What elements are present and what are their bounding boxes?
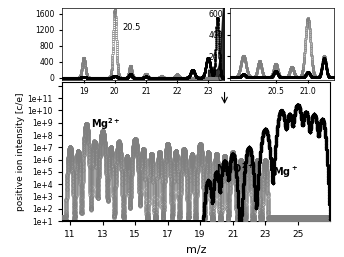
X-axis label: m/z: m/z — [186, 245, 206, 255]
Text: $\mathbf{Mg^{2+}}$: $\mathbf{Mg^{2+}}$ — [91, 116, 121, 132]
Text: 20.5: 20.5 — [122, 23, 141, 32]
Text: $\mathbf{Mg^+}$: $\mathbf{Mg^+}$ — [273, 164, 298, 180]
Y-axis label: positive ion intensity [c/e]: positive ion intensity [c/e] — [16, 92, 25, 211]
Text: $\mathbf{MgO^{2+}}$: $\mathbf{MgO^{2+}}$ — [216, 161, 255, 177]
